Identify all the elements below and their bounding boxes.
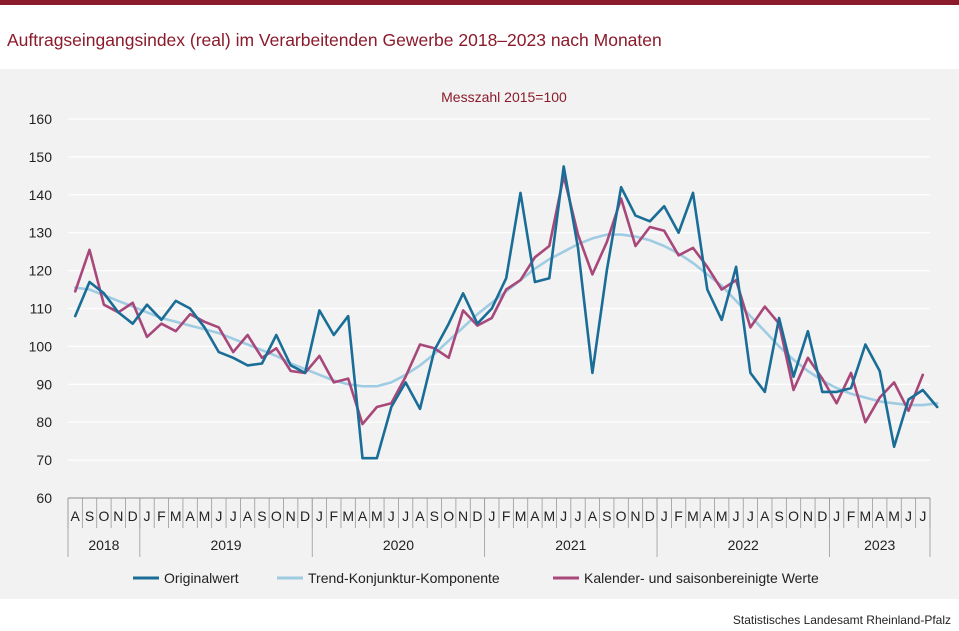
y-tick-label: 130 bbox=[29, 225, 53, 241]
chart-title: Auftragseingangsindex (real) im Verarbei… bbox=[7, 30, 662, 50]
kalender-und-saisonbereinigte-werte-line bbox=[73, 174, 925, 426]
y-tick-label: 60 bbox=[36, 490, 52, 506]
year-label: 2019 bbox=[210, 537, 241, 553]
month-tick-label: A bbox=[760, 508, 770, 524]
month-tick-label: M bbox=[888, 508, 900, 524]
year-label: 2022 bbox=[728, 537, 759, 553]
month-tick-label: A bbox=[185, 508, 195, 524]
month-tick-label: A bbox=[875, 508, 885, 524]
month-tick-label: N bbox=[286, 508, 296, 524]
month-tick-label: M bbox=[342, 508, 354, 524]
month-tick-label: A bbox=[71, 508, 81, 524]
month-tick-label: A bbox=[358, 508, 368, 524]
month-tick-label: N bbox=[458, 508, 468, 524]
month-tick-label: M bbox=[170, 508, 182, 524]
month-tick-label: M bbox=[687, 508, 699, 524]
originalwert-line bbox=[73, 165, 939, 460]
legend-label-kalender-und-saisonbereinigte-werte: Kalender- und saisonbereinigte Werte bbox=[584, 570, 819, 586]
month-tick-label: J bbox=[402, 508, 409, 524]
y-tick-label: 70 bbox=[36, 452, 52, 468]
month-tick-label: F bbox=[157, 508, 166, 524]
month-tick-label: M bbox=[515, 508, 527, 524]
month-tick-label: J bbox=[661, 508, 668, 524]
month-tick-label: D bbox=[472, 508, 482, 524]
title-box: Auftragseingangsindex (real) im Verarbei… bbox=[0, 5, 959, 67]
month-tick-label: N bbox=[113, 508, 123, 524]
month-tick-label: F bbox=[847, 508, 856, 524]
month-tick-label: J bbox=[733, 508, 740, 524]
month-tick-label: O bbox=[271, 508, 282, 524]
month-tick-label: J bbox=[144, 508, 151, 524]
month-tick-label: O bbox=[98, 508, 109, 524]
y-tick-label: 90 bbox=[36, 376, 52, 392]
month-tick-label: O bbox=[616, 508, 627, 524]
y-tick-label: 100 bbox=[29, 338, 53, 354]
month-tick-label: A bbox=[703, 508, 713, 524]
y-tick-label: 150 bbox=[29, 149, 53, 165]
brand-top-bar bbox=[0, 0, 959, 5]
legend: Originalwert Trend-Konjunktur-Komponente K… bbox=[133, 570, 819, 586]
month-tick-label: J bbox=[215, 508, 222, 524]
chart-subtitle: Messzahl 2015=100 bbox=[441, 89, 567, 105]
month-tick-label: F bbox=[330, 508, 339, 524]
month-tick-label: A bbox=[243, 508, 253, 524]
y-tick-label: 110 bbox=[30, 301, 53, 317]
month-tick-label: J bbox=[919, 508, 926, 524]
month-tick-label: J bbox=[747, 508, 754, 524]
legend-label-originalwert: Originalwert bbox=[164, 570, 239, 586]
chart-panel: Messzahl 2015=100 60 70 80 90 100 110 120 130 14… bbox=[0, 69, 959, 599]
month-tick-label: J bbox=[905, 508, 912, 524]
month-tick-label: A bbox=[415, 508, 425, 524]
data-lines bbox=[73, 165, 939, 460]
year-label: 2020 bbox=[383, 537, 414, 553]
month-tick-label: D bbox=[300, 508, 310, 524]
y-axis: 60 70 80 90 100 110 120 130 140 150 160 bbox=[29, 111, 53, 506]
month-tick-label: S bbox=[774, 508, 783, 524]
month-tick-label: S bbox=[85, 508, 94, 524]
month-tick-label: O bbox=[443, 508, 454, 524]
year-label: 2021 bbox=[555, 537, 586, 553]
line-chart: Messzahl 2015=100 60 70 80 90 100 110 120 130 14… bbox=[29, 89, 939, 586]
month-tick-label: M bbox=[199, 508, 211, 524]
month-tick-label: J bbox=[560, 508, 567, 524]
month-tick-label: M bbox=[860, 508, 872, 524]
month-tick-label: M bbox=[371, 508, 383, 524]
month-tick-label: D bbox=[817, 508, 827, 524]
month-tick-label: N bbox=[803, 508, 813, 524]
month-tick-label: J bbox=[388, 508, 395, 524]
year-label: 2023 bbox=[864, 537, 895, 553]
year-label: 2018 bbox=[88, 537, 119, 553]
trend-konjunktur-komponente-line bbox=[73, 233, 939, 407]
y-tick-label: 140 bbox=[29, 187, 53, 203]
month-tick-label: A bbox=[530, 508, 540, 524]
month-tick-label: J bbox=[575, 508, 582, 524]
legend-label-trend-konjunktur-komponente: Trend-Konjunktur-Komponente bbox=[308, 570, 500, 586]
month-tick-label: M bbox=[543, 508, 555, 524]
source-credit: Statistisches Landesamt Rheinland-Pfalz bbox=[732, 613, 951, 627]
month-tick-label: S bbox=[602, 508, 611, 524]
month-tick-label: J bbox=[833, 508, 840, 524]
y-tick-label: 120 bbox=[29, 263, 53, 279]
month-tick-label: J bbox=[316, 508, 323, 524]
month-tick-label: M bbox=[716, 508, 728, 524]
month-tick-label: S bbox=[257, 508, 266, 524]
y-tick-label: 160 bbox=[29, 111, 53, 127]
month-tick-label: D bbox=[128, 508, 138, 524]
month-tick-label: S bbox=[430, 508, 439, 524]
month-tick-label: J bbox=[230, 508, 237, 524]
month-tick-label: A bbox=[588, 508, 598, 524]
month-tick-label: N bbox=[630, 508, 640, 524]
gridlines bbox=[68, 118, 930, 499]
month-tick-label: O bbox=[788, 508, 799, 524]
month-tick-label: J bbox=[488, 508, 495, 524]
y-tick-label: 80 bbox=[36, 414, 52, 430]
month-tick-label: F bbox=[502, 508, 511, 524]
month-tick-label: F bbox=[674, 508, 683, 524]
month-tick-label: D bbox=[645, 508, 655, 524]
